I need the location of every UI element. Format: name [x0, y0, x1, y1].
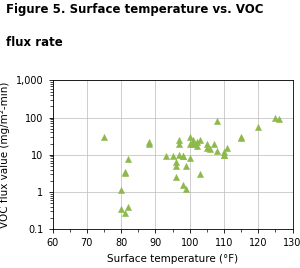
Point — [256, 125, 261, 129]
Point — [194, 140, 199, 144]
Point — [204, 146, 209, 150]
Point — [180, 154, 185, 159]
Point — [122, 210, 127, 215]
Point — [180, 154, 185, 158]
Point — [146, 142, 151, 146]
Point — [197, 172, 202, 176]
Point — [122, 171, 127, 175]
Point — [184, 164, 189, 168]
Point — [125, 204, 130, 209]
Point — [163, 154, 168, 158]
Point — [146, 140, 151, 144]
Text: flux rate: flux rate — [6, 36, 63, 49]
Point — [180, 183, 185, 188]
Point — [101, 135, 106, 139]
Point — [119, 207, 124, 211]
Point — [177, 142, 182, 146]
Point — [276, 117, 281, 121]
Point — [187, 135, 192, 139]
Point — [208, 147, 213, 151]
Point — [273, 116, 278, 120]
Point — [122, 170, 127, 174]
Point — [177, 138, 182, 142]
Point — [194, 144, 199, 148]
Point — [173, 159, 178, 164]
Point — [225, 146, 230, 150]
Point — [173, 175, 178, 179]
Point — [204, 142, 209, 146]
Point — [239, 135, 244, 139]
Text: Figure 5. Surface temperature vs. VOC: Figure 5. Surface temperature vs. VOC — [6, 3, 263, 16]
Point — [184, 187, 189, 191]
Point — [191, 138, 196, 142]
Point — [191, 142, 196, 146]
Point — [221, 153, 226, 157]
Point — [215, 119, 220, 123]
Point — [173, 164, 178, 168]
Point — [239, 136, 244, 140]
Point — [197, 138, 202, 142]
Point — [119, 188, 124, 193]
Point — [177, 153, 182, 157]
Point — [221, 153, 226, 157]
Y-axis label: VOC flux value (mg/m²-min): VOC flux value (mg/m²-min) — [0, 81, 10, 228]
Point — [215, 148, 220, 153]
Point — [187, 156, 192, 161]
Point — [125, 157, 130, 162]
Point — [170, 154, 175, 159]
Point — [187, 142, 192, 146]
Point — [211, 142, 216, 146]
Point — [221, 150, 226, 154]
X-axis label: Surface temperature (°F): Surface temperature (°F) — [107, 254, 238, 264]
